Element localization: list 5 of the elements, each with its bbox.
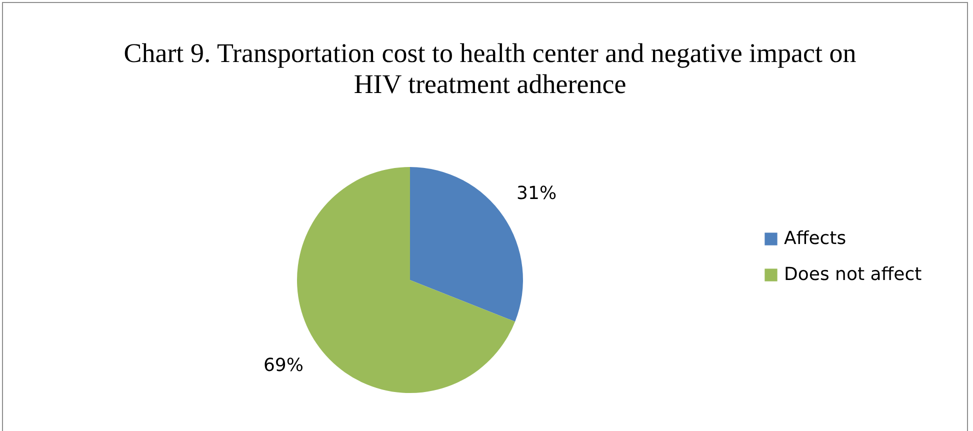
data-label: 31% [516, 183, 557, 204]
data-label: 69% [263, 355, 304, 376]
chart-title: Chart 9. Transportation cost to health center and negative impact on HIV treatment adherence [122, 38, 858, 100]
legend-label: Does not affect [784, 264, 922, 285]
legend-label: Affects [784, 228, 846, 249]
